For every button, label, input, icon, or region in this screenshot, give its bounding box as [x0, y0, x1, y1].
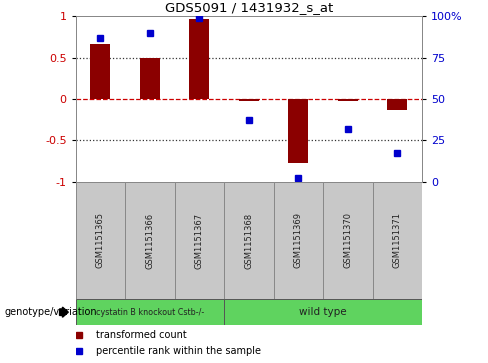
Bar	[76, 182, 125, 299]
Text: genotype/variation: genotype/variation	[5, 307, 98, 317]
Bar	[189, 19, 209, 99]
Bar	[224, 182, 274, 299]
Bar	[175, 182, 224, 299]
Bar	[274, 182, 323, 299]
Text: cystatin B knockout Cstb-/-: cystatin B knockout Cstb-/-	[96, 308, 204, 317]
Text: GSM1151369: GSM1151369	[294, 212, 303, 269]
Text: GSM1151371: GSM1151371	[393, 212, 402, 269]
Bar	[140, 58, 160, 99]
Text: wild type: wild type	[299, 307, 347, 317]
Title: GDS5091 / 1431932_s_at: GDS5091 / 1431932_s_at	[165, 1, 333, 14]
Bar	[387, 99, 407, 110]
Bar	[373, 182, 422, 299]
Text: transformed count: transformed count	[97, 330, 187, 340]
Text: percentile rank within the sample: percentile rank within the sample	[97, 346, 262, 356]
Bar	[90, 44, 110, 99]
Bar	[125, 182, 175, 299]
Bar	[323, 182, 373, 299]
Bar	[239, 99, 259, 101]
Text: GSM1151370: GSM1151370	[344, 212, 352, 269]
Bar	[338, 99, 358, 101]
Text: GSM1151366: GSM1151366	[145, 212, 154, 269]
Bar	[224, 299, 422, 325]
Text: GSM1151365: GSM1151365	[96, 212, 105, 269]
Text: GSM1151368: GSM1151368	[244, 212, 253, 269]
Bar	[288, 99, 308, 163]
Bar	[76, 299, 224, 325]
Text: GSM1151367: GSM1151367	[195, 212, 204, 269]
